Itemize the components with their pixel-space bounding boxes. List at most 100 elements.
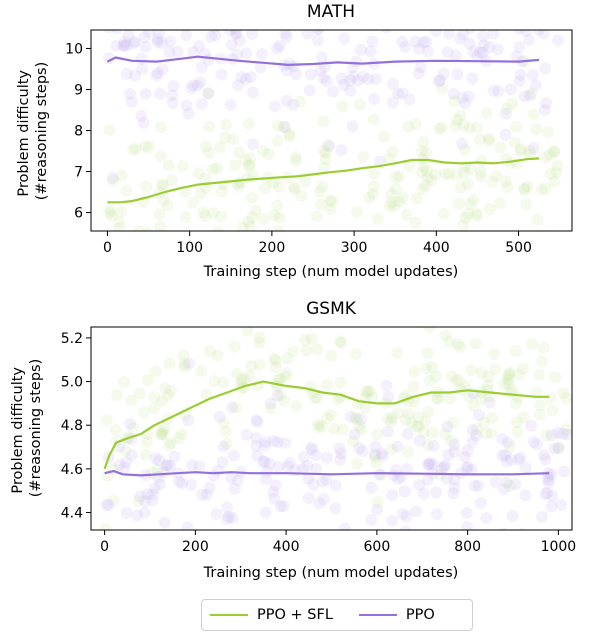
scatter-point xyxy=(321,412,334,425)
scatter-point xyxy=(258,439,271,452)
scatter-point xyxy=(396,191,409,204)
scatter-point xyxy=(283,457,296,470)
scatter-point xyxy=(393,195,406,208)
scatter-point xyxy=(224,30,237,37)
scatter-point xyxy=(381,30,393,34)
x-tick-label: 0 xyxy=(103,240,112,256)
scatter-point xyxy=(298,333,311,346)
scatter-point xyxy=(381,412,394,425)
scatter-point xyxy=(267,485,280,498)
scatter-point xyxy=(456,30,469,41)
scatter-point xyxy=(514,143,527,156)
scatter-point xyxy=(247,138,260,151)
scatter-point xyxy=(499,448,512,461)
scatter-point xyxy=(163,357,176,370)
scatter-point xyxy=(424,456,437,469)
scatter-point xyxy=(109,423,122,436)
scatter-point xyxy=(376,449,389,462)
scatter-point xyxy=(207,206,220,219)
scatter-point xyxy=(134,490,147,503)
scatter-point xyxy=(273,211,286,224)
scatter-point xyxy=(154,478,167,491)
scatter-point xyxy=(380,379,393,392)
gsmk-y-axis-label: Problem difficulty (#reasoning steps) xyxy=(10,359,44,497)
scatter-point xyxy=(287,60,300,73)
gsmk-scatter-points xyxy=(99,296,572,530)
scatter-point xyxy=(462,90,475,103)
scatter-point xyxy=(547,145,560,158)
scatter-point xyxy=(519,461,532,474)
scatter-point xyxy=(217,178,230,191)
scatter-point xyxy=(430,392,443,405)
scatter-point xyxy=(257,212,270,225)
scatter-point xyxy=(151,33,164,46)
scatter-point xyxy=(539,182,552,195)
scatter-point xyxy=(334,376,347,389)
scatter-point xyxy=(494,197,507,210)
scatter-point xyxy=(118,375,131,388)
legend-label-ppo-sfl: PPO + SFL xyxy=(257,607,333,623)
scatter-point xyxy=(400,208,413,221)
scatter-point xyxy=(110,434,123,447)
scatter-point xyxy=(520,198,533,211)
scatter-point xyxy=(353,419,366,432)
scatter-point xyxy=(415,144,428,157)
scatter-point xyxy=(286,345,299,358)
scatter-point xyxy=(125,394,138,407)
scatter-point xyxy=(499,107,512,120)
scatter-point xyxy=(534,408,547,421)
scatter-point xyxy=(305,332,318,345)
scatter-point xyxy=(450,169,463,182)
scatter-point xyxy=(271,296,283,308)
scatter-point xyxy=(206,163,219,176)
series-line-ppo xyxy=(106,55,540,67)
scatter-point xyxy=(317,493,330,506)
scatter-point xyxy=(483,396,496,409)
scatter-point xyxy=(287,98,300,111)
scatter-point xyxy=(364,384,377,397)
scatter-point xyxy=(430,30,443,38)
scatter-point xyxy=(371,503,384,516)
math-y-axis-label-line2: (#reasoning steps) xyxy=(34,62,50,200)
scatter-point xyxy=(301,30,314,40)
scatter-point xyxy=(513,368,526,381)
scatter-point xyxy=(426,458,439,471)
scatter-point xyxy=(433,74,446,87)
scatter-point xyxy=(420,35,433,48)
scatter-point xyxy=(192,167,205,180)
scatter-point xyxy=(217,440,230,453)
scatter-point xyxy=(235,373,248,386)
scatter-point xyxy=(486,175,499,188)
scatter-point xyxy=(544,148,557,161)
scatter-point xyxy=(535,510,548,523)
scatter-point xyxy=(280,64,293,77)
scatter-point xyxy=(320,74,333,87)
scatter-point xyxy=(371,30,378,31)
scatter-point xyxy=(311,392,324,405)
scatter-point xyxy=(476,46,489,59)
scatter-point xyxy=(317,232,329,244)
scatter-point xyxy=(233,34,246,47)
scatter-point xyxy=(149,365,162,378)
scatter-point xyxy=(305,443,318,456)
scatter-point xyxy=(545,500,558,513)
scatter-point xyxy=(120,67,133,80)
scatter-point xyxy=(123,87,136,100)
scatter-point xyxy=(489,363,502,376)
scatter-point xyxy=(443,30,456,40)
math-chart-title: MATH xyxy=(307,2,355,22)
scatter-point xyxy=(382,390,395,403)
scatter-point xyxy=(552,34,565,47)
scatter-point xyxy=(268,492,281,505)
scatter-point xyxy=(138,31,151,44)
scatter-point xyxy=(331,393,344,406)
scatter-point xyxy=(195,61,208,74)
scatter-point xyxy=(430,486,443,499)
scatter-point xyxy=(371,495,384,508)
scatter-point xyxy=(210,507,223,520)
scatter-point xyxy=(303,84,316,97)
scatter-point xyxy=(103,52,116,65)
scatter-point xyxy=(550,166,563,179)
scatter-point xyxy=(139,40,152,53)
scatter-point xyxy=(162,159,175,172)
